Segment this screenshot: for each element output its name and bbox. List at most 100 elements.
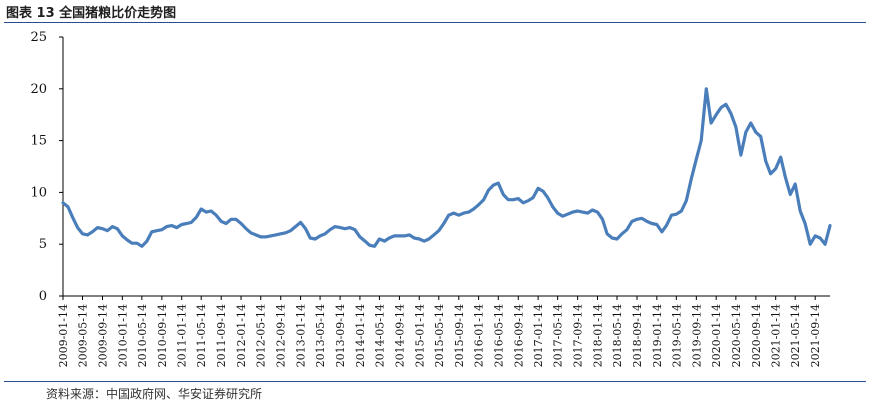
chart-axes [62,37,830,297]
y-axis-ticks: 0 5 10 15 20 25 [30,30,63,304]
data-point [408,234,411,236]
data-point [784,176,787,178]
data-point [670,214,673,217]
data-point [398,235,401,237]
data-point [502,193,505,196]
data-point [571,211,574,214]
x-tick-label: 2009-01-14 [57,304,70,367]
x-tick-label: 2013-05-14 [314,304,327,367]
data-point [661,230,663,233]
data-point [542,190,545,193]
data-point [675,213,678,216]
data-point [67,206,69,208]
data-point [141,245,143,248]
data-point [86,234,89,236]
x-tick-label: 2010-09-14 [156,304,169,367]
x-tick-label: 2010-01-14 [116,304,129,367]
data-point [309,237,312,239]
data-point [131,242,133,245]
x-tick-label: 2014-05-14 [373,304,386,367]
data-point [829,224,831,227]
y-tick-label: 20 [30,82,47,97]
x-tick-label: 2021-09-14 [809,304,822,367]
data-point [764,160,767,163]
y-tick-label: 15 [30,134,47,149]
data-point [774,167,777,170]
data-point [225,222,228,225]
data-point [195,216,198,219]
data-point [730,112,732,115]
data-point [259,236,262,238]
data-point [245,227,248,230]
data-point [383,240,386,243]
x-tick-label: 2015-01-14 [413,304,426,367]
data-point [150,230,153,233]
x-tick-label: 2020-09-14 [750,304,763,367]
data-point [324,232,326,235]
data-point [794,183,797,186]
data-point [735,126,737,128]
x-tick-label: 2016-05-14 [492,304,505,367]
data-point [274,234,277,236]
data-point [319,235,321,237]
data-point [710,122,712,124]
data-point [116,227,119,230]
data-point [240,222,243,225]
data-point [769,172,772,175]
data-point [685,199,688,202]
data-point [809,243,812,246]
data-point [522,201,525,204]
x-tick-label: 2020-01-14 [710,304,723,367]
title-rule [4,22,866,23]
data-point [551,206,554,208]
x-tick-label: 2021-05-14 [789,304,802,367]
data-point [210,210,213,212]
data-point [740,154,742,157]
data-point [200,208,203,210]
data-point [403,235,406,237]
data-point [418,238,421,240]
data-point [373,245,376,248]
x-tick-label: 2019-09-14 [690,304,703,367]
data-point [264,236,267,238]
x-tick-label: 2016-09-14 [512,304,525,367]
data-point [690,178,693,180]
x-tick-label: 2014-01-14 [354,304,367,367]
y-tick-label: 5 [39,237,47,252]
data-point [814,235,817,237]
x-tick-label: 2011-09-14 [215,304,228,367]
data-point [650,222,653,225]
data-point [601,218,604,221]
series-line [61,87,832,248]
data-point [695,158,698,161]
x-tick-label: 2018-09-14 [631,304,644,367]
data-point [621,232,623,235]
x-tick-label: 2013-09-14 [334,304,347,367]
data-point [561,215,564,218]
y-tick-label: 25 [30,30,47,45]
data-point [482,198,485,201]
x-tick-label: 2012-01-14 [235,304,248,367]
data-point [433,234,435,236]
data-point [596,211,599,214]
data-point [155,229,158,232]
data-point [705,87,708,90]
data-point [462,212,465,215]
data-point [576,210,579,212]
data-point [413,237,416,239]
data-point [487,189,490,192]
data-point [537,187,539,190]
data-point [749,122,752,124]
series-layer [61,87,832,248]
data-point [591,209,594,211]
data-point [344,227,346,230]
data-point [388,237,391,239]
data-point [230,218,233,221]
x-tick-label: 2011-01-14 [176,304,189,367]
data-point [249,231,252,234]
data-point [62,201,64,204]
x-tick-label: 2010-05-14 [136,304,149,367]
data-point [819,237,821,239]
data-point [641,217,643,220]
data-point [334,225,336,228]
